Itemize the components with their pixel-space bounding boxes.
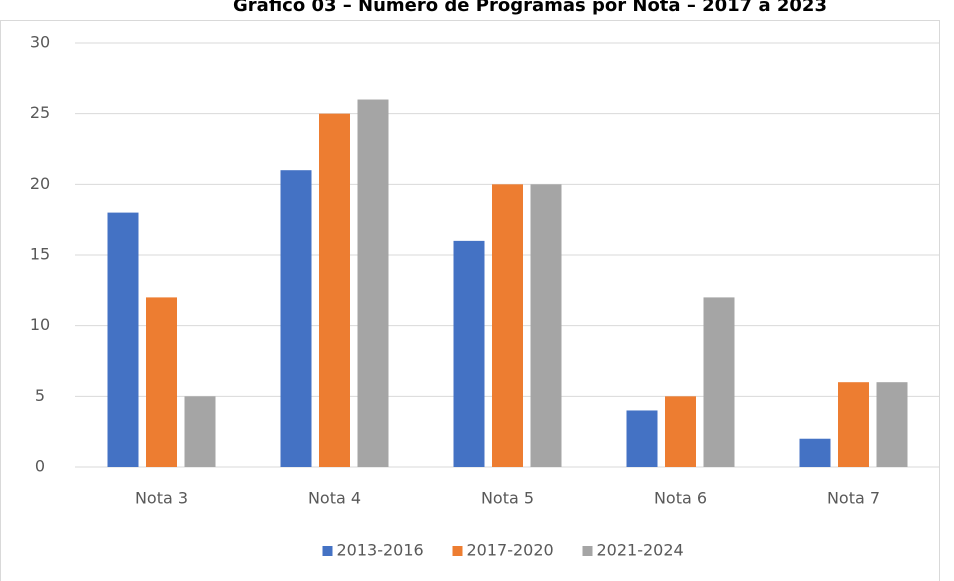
bar bbox=[319, 113, 350, 468]
x-tick-label: Nota 3 bbox=[135, 489, 188, 508]
legend-swatch bbox=[582, 546, 593, 556]
x-tick-label: Nota 4 bbox=[308, 489, 361, 508]
y-tick-label: 15 bbox=[30, 245, 50, 264]
y-tick-label: 5 bbox=[35, 386, 45, 405]
bar bbox=[626, 410, 658, 467]
y-tick-label: 25 bbox=[30, 103, 50, 122]
y-tick-label: 30 bbox=[30, 33, 50, 52]
bar bbox=[838, 382, 869, 467]
legend-label: 2017-2020 bbox=[467, 541, 554, 560]
x-tick-label: Nota 6 bbox=[654, 489, 707, 508]
x-tick-label: Nota 5 bbox=[481, 489, 534, 508]
bar bbox=[492, 184, 523, 468]
legend-label: 2013-2016 bbox=[337, 541, 424, 560]
legend-swatch bbox=[452, 546, 463, 556]
bar bbox=[665, 396, 696, 467]
y-tick-label: 10 bbox=[30, 315, 50, 334]
y-tick-label: 0 bbox=[35, 457, 45, 476]
legend-swatch bbox=[322, 546, 333, 556]
x-tick-label: Nota 7 bbox=[827, 489, 880, 508]
bar bbox=[107, 212, 139, 467]
legend-label: 2021-2024 bbox=[597, 541, 684, 560]
bar bbox=[703, 297, 735, 467]
bar bbox=[530, 184, 562, 468]
bar bbox=[184, 396, 216, 467]
bar bbox=[357, 99, 389, 468]
y-tick-label: 20 bbox=[30, 174, 50, 193]
bar bbox=[799, 438, 831, 467]
bar bbox=[876, 382, 908, 467]
chart-title: Gráfico 03 – Número de Programas por Not… bbox=[233, 0, 827, 16]
bar bbox=[280, 170, 312, 467]
bar bbox=[146, 297, 177, 467]
bar bbox=[453, 240, 485, 467]
